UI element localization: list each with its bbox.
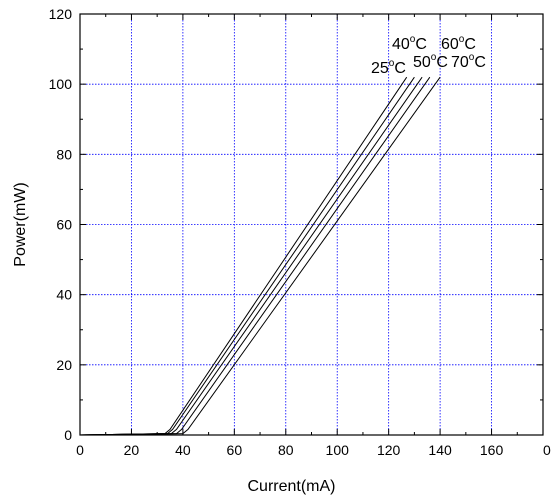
- y-axis-label: Power(mW): [12, 182, 29, 266]
- series-line-40: [79, 76, 415, 436]
- x-tick-label: 160: [480, 442, 504, 458]
- series-line-25: [79, 76, 408, 436]
- series-label-50: 50oC: [413, 52, 448, 71]
- x-tick-label: 0: [76, 442, 84, 458]
- grid-lines: [80, 14, 543, 435]
- series-lines: [79, 76, 441, 436]
- y-tick-label: 0: [64, 427, 72, 443]
- x-tick-label: 140: [428, 442, 452, 458]
- x-tick-label-edge: 0: [543, 442, 551, 458]
- x-tick-label: 20: [124, 442, 140, 458]
- x-tick-label: 120: [377, 442, 401, 458]
- series-label-40: 40oC: [392, 34, 427, 53]
- series-label-70: 70oC: [451, 52, 486, 71]
- y-tick-label: 40: [56, 287, 72, 303]
- series-label-60: 60oC: [441, 34, 476, 53]
- y-tick-label: 60: [56, 217, 72, 233]
- series-line-70: [79, 76, 441, 436]
- series-label-25: 25oC: [371, 58, 406, 77]
- x-tick-label: 40: [175, 442, 191, 458]
- y-tick-label: 20: [56, 357, 72, 373]
- x-tick-label: 100: [326, 442, 350, 458]
- x-axis-label: Current(mA): [247, 478, 335, 495]
- y-tick-label: 100: [49, 76, 73, 92]
- y-tick-label: 120: [49, 6, 73, 22]
- y-tick-label: 80: [56, 146, 72, 162]
- x-tick-label: 80: [278, 442, 294, 458]
- x-tick-label: 60: [227, 442, 243, 458]
